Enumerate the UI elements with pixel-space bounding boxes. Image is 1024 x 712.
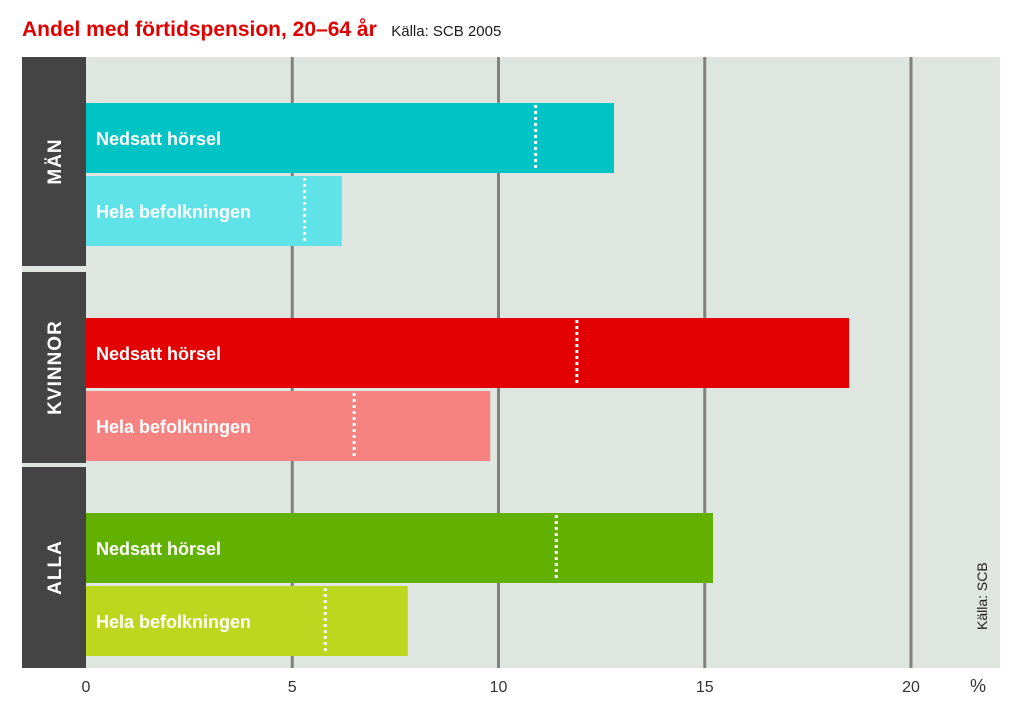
- chart-subtitle: Källa: SCB 2005: [391, 23, 502, 40]
- x-tick-label: 10: [490, 679, 508, 696]
- chart-title: Andel med förtidspension, 20–64 år: [22, 18, 377, 41]
- group-band: [22, 467, 86, 668]
- bar-label: Nedsatt hörsel: [96, 129, 221, 149]
- bar: [86, 176, 342, 246]
- group-layer: MÄN KVINNOR ALLA: [22, 57, 86, 668]
- bar-layer: Nedsatt hörsel Hela befolkningen Nedsatt h…: [86, 103, 850, 656]
- group-label: ALLA: [45, 540, 66, 595]
- bar-label: Nedsatt hörsel: [96, 344, 221, 364]
- x-tick-label: 20: [902, 679, 920, 696]
- group-label: MÄN: [45, 138, 66, 184]
- bar: [86, 103, 614, 173]
- source-note: Källa: SCB: [974, 562, 990, 630]
- bar: [86, 513, 713, 583]
- bar-label: Nedsatt hörsel: [96, 539, 221, 559]
- title-row: Andel med förtidspension, 20–64 år Källa…: [22, 18, 501, 42]
- group-band: [22, 57, 86, 266]
- group-band: [22, 272, 86, 463]
- bar-label: Hela befolkningen: [96, 417, 251, 437]
- x-tick-label: 0: [82, 679, 91, 696]
- unit-label: %: [970, 676, 986, 696]
- tick-layer: 0 5 10 15 20: [82, 679, 920, 696]
- group-label: KVINNOR: [45, 320, 66, 415]
- x-tick-label: 5: [288, 679, 297, 696]
- bar: [86, 586, 408, 656]
- x-tick-label: 15: [696, 679, 714, 696]
- bar: [86, 391, 491, 461]
- bar-label: Hela befolkningen: [96, 202, 251, 222]
- bar-label: Hela befolkningen: [96, 612, 251, 632]
- bar: [86, 318, 850, 388]
